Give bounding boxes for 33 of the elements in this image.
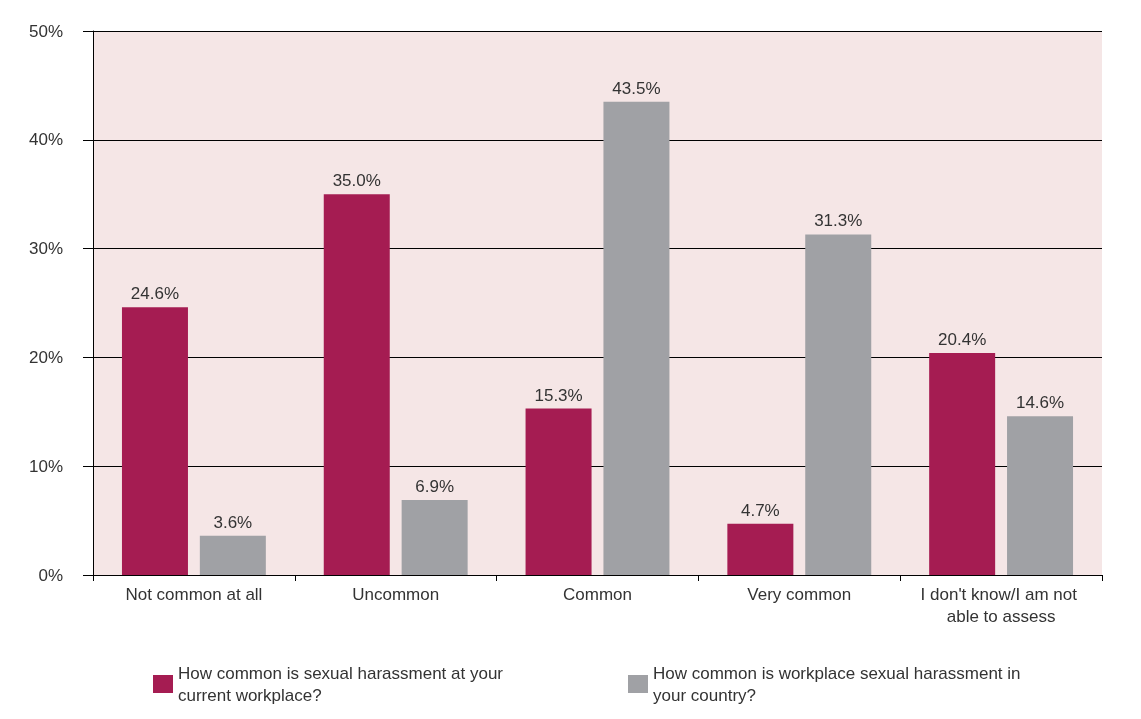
data-label: 20.4%	[938, 330, 987, 350]
data-label: 43.5%	[612, 78, 661, 98]
bar	[323, 194, 390, 575]
bar	[1007, 416, 1074, 575]
bar	[525, 408, 592, 575]
bar	[727, 523, 794, 575]
bar	[401, 499, 468, 575]
x-tick-label: I don't know/I am not able to assess	[920, 584, 1082, 626]
x-tick-label: Not common at all	[125, 584, 263, 604]
x-tick-label: Uncommon	[352, 584, 440, 604]
y-tick-label: 40%	[28, 130, 63, 150]
y-tick-label: 50%	[28, 21, 63, 41]
y-tick-label: 0%	[38, 565, 63, 585]
data-label: 4.7%	[740, 500, 780, 520]
y-tick-label: 20%	[28, 347, 63, 367]
y-tick-label: 30%	[28, 239, 63, 259]
x-tick-label: Very common	[747, 584, 852, 604]
data-label: 31.3%	[814, 211, 863, 231]
bar	[929, 353, 996, 575]
data-label: 24.6%	[130, 284, 180, 304]
data-label: 14.6%	[1015, 393, 1065, 413]
y-tick-label: 10%	[28, 456, 63, 476]
data-label: 35.0%	[332, 171, 381, 191]
legend-label: How common is sexual harassment at your current workplace?	[178, 663, 508, 705]
bar	[805, 234, 872, 575]
bar	[603, 101, 670, 575]
data-label: 3.6%	[213, 512, 253, 532]
x-tick-label: Common	[563, 584, 632, 604]
bar	[121, 307, 188, 575]
bar	[199, 535, 266, 575]
data-label: 15.3%	[534, 385, 583, 405]
legend-label: How common is workplace sexual harassment in your country?	[653, 663, 1026, 705]
data-label: 6.9%	[415, 476, 455, 496]
